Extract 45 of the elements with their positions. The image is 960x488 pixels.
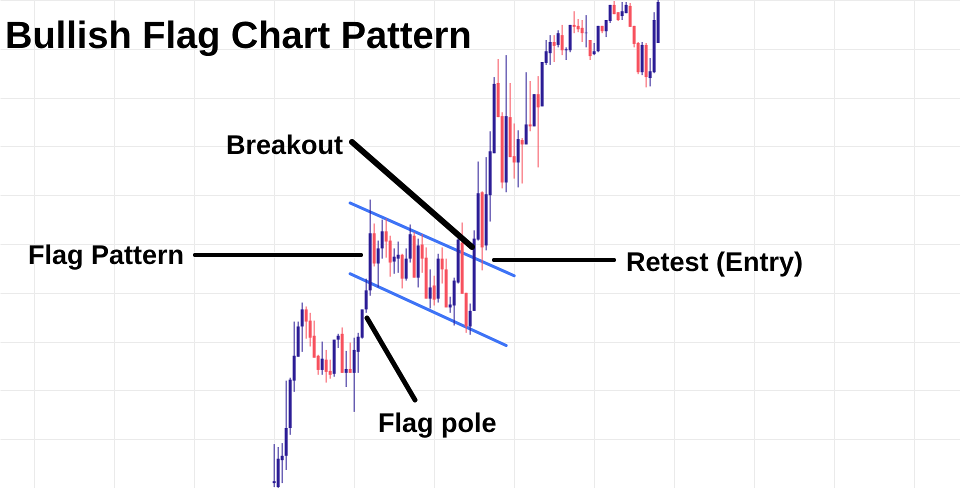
candlestick xyxy=(524,72,528,145)
candlestick xyxy=(536,76,540,168)
annotation: Retest (Entry) xyxy=(626,247,804,277)
candlestick xyxy=(548,34,552,66)
candlestick xyxy=(280,442,284,484)
candlestick xyxy=(344,350,348,388)
candlestick xyxy=(552,34,556,62)
candlestick xyxy=(520,138,524,184)
candlestick xyxy=(588,40,592,61)
candlestick xyxy=(580,20,584,42)
candlestick xyxy=(560,24,564,56)
candlestick xyxy=(572,10,576,34)
candlestick xyxy=(516,130,520,188)
candlestick xyxy=(352,337,356,412)
candlestick xyxy=(620,1,624,21)
candlestick xyxy=(396,241,400,274)
candlestick xyxy=(384,218,388,258)
chart-title: Bullish Flag Chart Pattern xyxy=(5,15,472,57)
candlestick xyxy=(404,248,408,282)
candlestick xyxy=(468,303,472,336)
candlestick xyxy=(320,341,324,376)
candlestick xyxy=(304,306,308,340)
candlestick xyxy=(392,248,396,274)
candlestick xyxy=(400,253,404,289)
annotation: Flag pole xyxy=(378,408,497,438)
candlestick xyxy=(380,219,384,260)
candlestick xyxy=(528,80,532,132)
candlestick xyxy=(348,342,352,374)
candlestick xyxy=(432,275,436,306)
text: Flag Pattern xyxy=(28,240,184,270)
candlestick xyxy=(364,278,368,314)
candlestick xyxy=(592,42,596,56)
candlestick xyxy=(376,240,380,288)
candlestick xyxy=(440,246,444,284)
candlestick xyxy=(576,18,580,33)
candlestick xyxy=(584,14,588,48)
candlestick xyxy=(300,302,304,352)
candlestick xyxy=(428,268,432,309)
candlestick xyxy=(388,235,392,278)
candlestick xyxy=(272,444,276,488)
candlestick xyxy=(556,30,560,48)
annotation: Breakout xyxy=(226,130,344,160)
candlestick xyxy=(324,349,328,384)
candlestick xyxy=(328,359,332,380)
candlestick xyxy=(336,333,340,348)
